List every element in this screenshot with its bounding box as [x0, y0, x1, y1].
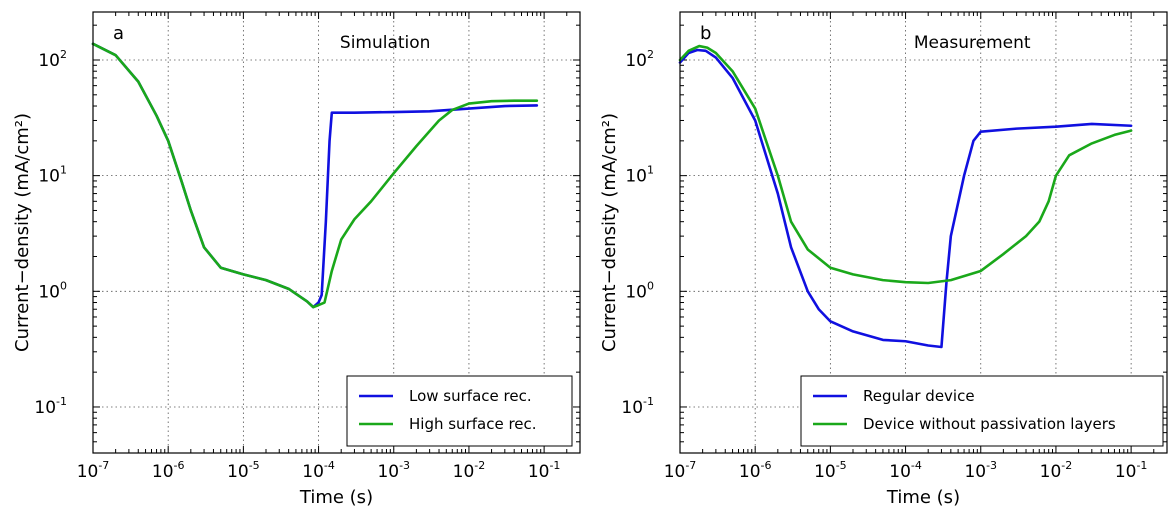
y-tick-label-b-0: 10-1 — [621, 395, 654, 418]
series-line-a-1 — [91, 42, 539, 309]
y-axis-label-a: Current−density (mA/cm²) — [12, 113, 33, 352]
legend-label-a-0: Low surface rec. — [409, 387, 532, 405]
y-tick-label-b-1: 100 — [625, 279, 654, 302]
x-tick-label-a-2: 10-5 — [227, 459, 260, 482]
panel-letter-a: a — [113, 23, 124, 44]
y-tick-label-a-0: 10-1 — [34, 395, 67, 418]
x-tick-label-b-2: 10-5 — [814, 459, 847, 482]
x-tick-label-a-0: 10-7 — [77, 459, 110, 482]
legend-a: Low surface rec. High surface rec. — [346, 375, 573, 447]
plot-frame-b — [679, 11, 1168, 454]
legend-label-b-1: Device without passivation layers — [863, 415, 1116, 433]
y-axis-label-b: Current−density (mA/cm²) — [599, 113, 620, 352]
x-axis-label-a: Time (s) — [299, 487, 373, 508]
legend-box-b — [800, 375, 1164, 447]
y-tick-label-b-3: 102 — [625, 48, 654, 71]
ticks-a — [92, 12, 580, 454]
series-line-b-0 — [678, 48, 1133, 349]
x-tick-label-b-3: 10-4 — [889, 459, 922, 482]
x-tick-label-a-6: 10-1 — [528, 459, 561, 482]
x-tick-label-b-6: 10-1 — [1115, 459, 1148, 482]
panel-title-b: Measurement — [914, 33, 1031, 53]
ticks-b — [679, 12, 1167, 454]
x-tick-label-b-5: 10-2 — [1040, 459, 1073, 482]
y-tick-label-a-1: 100 — [38, 279, 67, 302]
plot-frame-a — [92, 11, 581, 454]
legend-box-a — [346, 375, 573, 447]
chart-panel-a: 10-7 10-6 10-5 10-4 10-3 10-2 10-1 10-1 100 101 10… — [12, 11, 581, 508]
y-tick-label-a-3: 102 — [38, 48, 67, 71]
x-tick-label-a-4: 10-3 — [377, 459, 410, 482]
x-axis-label-b: Time (s) — [886, 487, 960, 508]
legend-label-a-1: High surface rec. — [409, 415, 537, 433]
panel-letter-b: b — [700, 23, 711, 44]
x-tick-label-b-1: 10-6 — [739, 459, 772, 482]
x-tick-label-b-4: 10-3 — [964, 459, 997, 482]
x-tick-label-a-5: 10-2 — [453, 459, 486, 482]
y-tick-label-a-2: 101 — [38, 164, 67, 187]
panel-title-a: Simulation — [340, 33, 431, 53]
y-tick-label-b-2: 101 — [625, 164, 654, 187]
x-tick-label-a-1: 10-6 — [152, 459, 185, 482]
chart-panel-b: 10-7 10-6 10-5 10-4 10-3 10-2 10-1 10-1 100 101 10… — [599, 11, 1168, 508]
x-tick-label-a-3: 10-4 — [302, 459, 335, 482]
x-tick-label-b-0: 10-7 — [664, 459, 697, 482]
series-line-b-1 — [678, 44, 1133, 285]
legend-b: Regular device Device without passivation… — [800, 375, 1164, 447]
legend-label-b-0: Regular device — [863, 387, 975, 405]
